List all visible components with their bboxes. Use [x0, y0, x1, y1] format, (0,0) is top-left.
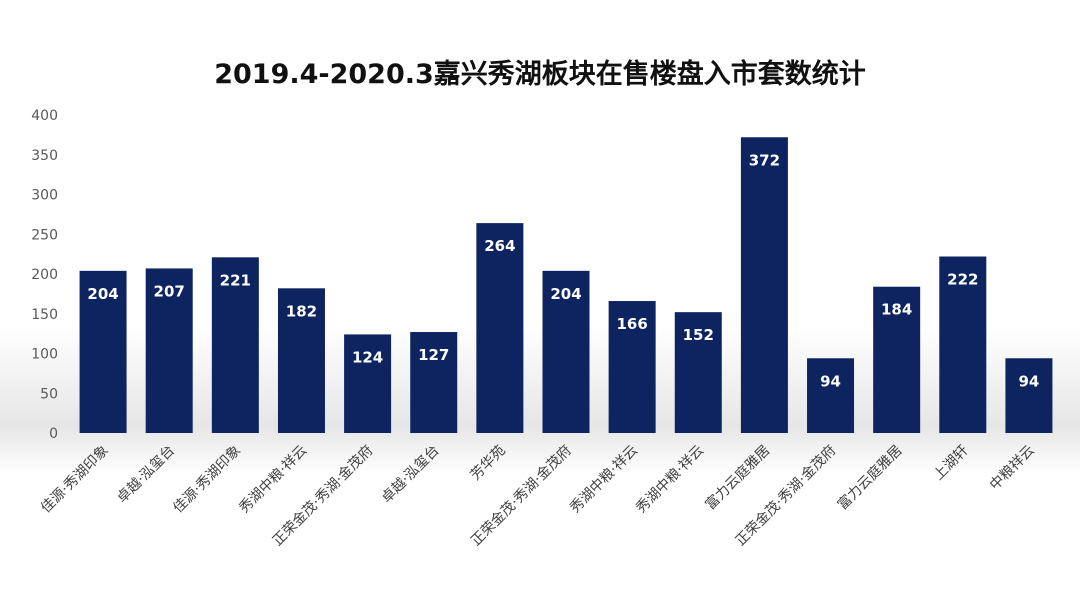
- x-category-label: 卓越·泓玺台: [379, 443, 443, 507]
- y-tick-label: 100: [31, 347, 58, 363]
- bar: [79, 270, 127, 433]
- y-tick-label: 300: [31, 188, 58, 204]
- bar: [277, 288, 325, 433]
- bar: [608, 301, 656, 433]
- y-tick-label: 350: [31, 148, 58, 164]
- x-category-label: 佳源·秀湖印象: [170, 443, 244, 517]
- bar-value-label: 221: [220, 271, 251, 289]
- bar-value-label: 204: [87, 285, 118, 303]
- x-category-label: 秀湖中粮·祥云: [236, 443, 310, 517]
- bar-value-label: 152: [683, 326, 714, 344]
- x-category-label: 芳华苑: [467, 442, 509, 484]
- bar-value-label: 204: [550, 285, 581, 303]
- bar-value-label: 264: [484, 237, 515, 255]
- bar: [410, 332, 458, 433]
- bar-value-label: 182: [286, 302, 317, 320]
- bar-value-label: 94: [1018, 372, 1039, 390]
- y-tick-label: 50: [40, 386, 58, 402]
- x-category-label: 秀湖中粮·祥云: [633, 443, 707, 517]
- bar-value-label: 124: [352, 348, 383, 366]
- bar-value-label: 184: [881, 301, 912, 319]
- x-category-label: 富力云庭雅居: [834, 442, 905, 513]
- y-tick-label: 0: [49, 426, 58, 442]
- bar-value-label: 222: [947, 271, 978, 289]
- y-tick-label: 200: [31, 267, 58, 283]
- bar-value-label: 372: [749, 151, 780, 169]
- x-category-label: 卓越·泓玺台: [114, 443, 178, 507]
- bar: [344, 334, 392, 433]
- y-tick-label: 250: [31, 227, 58, 243]
- bar: [939, 256, 987, 433]
- bar: [145, 268, 193, 433]
- bar: [476, 223, 524, 433]
- bar-value-label: 94: [820, 372, 841, 390]
- bar: [542, 270, 590, 433]
- bar: [740, 137, 788, 433]
- bar: [873, 286, 921, 433]
- x-category-label: 上湖轩: [931, 443, 972, 484]
- y-tick-label: 400: [31, 108, 58, 124]
- bar-value-label: 207: [154, 282, 185, 300]
- y-tick-label: 150: [31, 307, 58, 323]
- bar: [674, 312, 722, 433]
- x-category-label: 秀湖中粮·祥云: [567, 443, 641, 517]
- bar: [807, 358, 855, 433]
- chart-title: 2019.4-2020.3嘉兴秀湖板块在售楼盘入市套数统计: [214, 59, 866, 90]
- x-category-label: 富力云庭雅居: [702, 442, 773, 513]
- x-category-label: 中粮祥云: [987, 443, 1038, 494]
- bar: [211, 257, 259, 433]
- bar-value-label: 127: [418, 346, 449, 364]
- x-category-label: 佳源·秀湖印象: [38, 443, 112, 517]
- bar: [1005, 358, 1053, 433]
- bar-value-label: 166: [616, 315, 647, 333]
